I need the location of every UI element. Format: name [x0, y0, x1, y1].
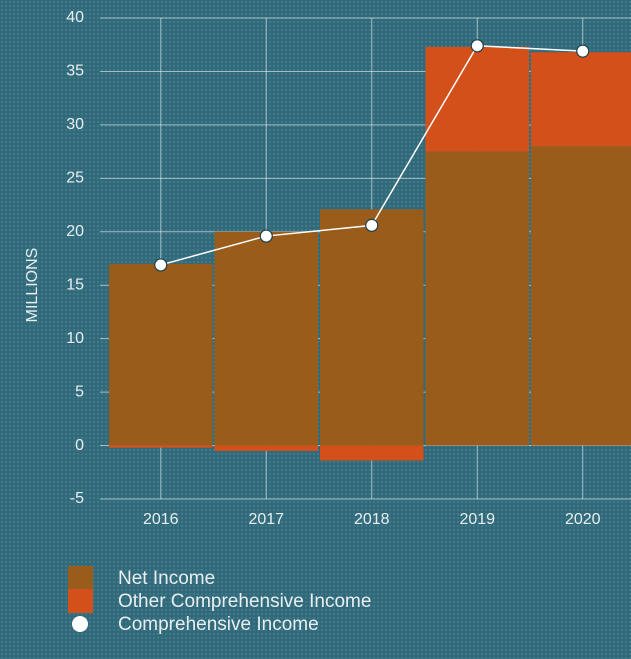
bar-segment [320, 209, 424, 446]
bar-segment [531, 146, 631, 446]
y-tick-label: -5 [70, 490, 84, 507]
legend-key [72, 616, 88, 632]
bar-segment [531, 52, 631, 147]
bar-segment [214, 445, 318, 451]
y-tick-label: 20 [66, 223, 84, 240]
y-tick-label: 35 [66, 63, 84, 80]
x-tick-label: 2020 [565, 511, 601, 528]
bar-segment [214, 231, 318, 446]
bar-segment [109, 445, 213, 448]
bar-segment [109, 263, 213, 446]
y-tick-label: 40 [66, 9, 84, 26]
line-point [470, 39, 484, 53]
x-tick-label: 2017 [248, 511, 284, 528]
y-tick-label: 25 [66, 170, 84, 187]
line-point [154, 258, 168, 272]
x-tick-label: 2016 [143, 511, 179, 528]
line-point [259, 229, 273, 243]
bar-segment [425, 151, 529, 446]
y-tick-label: 30 [66, 116, 84, 133]
legend-label: Other Comprehensive Income [118, 591, 371, 612]
legend-key [68, 589, 93, 613]
y-tick-label: 10 [66, 330, 84, 347]
line-point [576, 44, 590, 58]
x-tick-label: 2019 [459, 511, 495, 528]
y-tick-label: 0 [75, 437, 84, 454]
bar-segment [425, 46, 529, 152]
legend-label: Comprehensive Income [118, 614, 319, 635]
legend-label: Net Income [118, 568, 215, 589]
y-axis-label: MILLIONS [24, 248, 41, 323]
line-point [365, 218, 379, 232]
legend-key [68, 566, 93, 590]
x-tick-label: 2018 [354, 511, 390, 528]
y-tick-label: 15 [66, 276, 84, 293]
bar-segment [320, 445, 424, 461]
y-tick-label: 5 [75, 383, 84, 400]
